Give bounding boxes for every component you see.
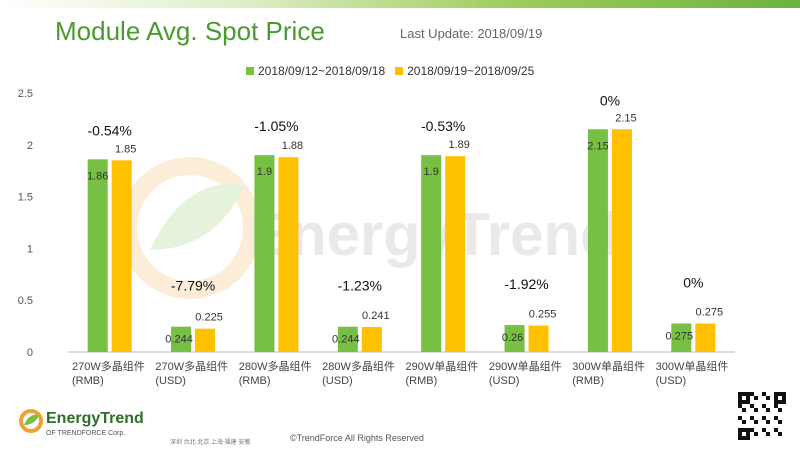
bar-series2: [528, 325, 549, 352]
x-tick-label: (USD): [322, 375, 353, 387]
data-label-series2: 2.15: [615, 112, 636, 124]
footer-cities: 深圳 台北 北京 上海 福建 安徽: [170, 440, 251, 446]
footer-logo-text: EnergyTrend: [46, 410, 144, 427]
legend-item-series2: 2018/09/19~2018/09/25: [395, 64, 534, 78]
x-tick-label: 280W多晶组件: [239, 359, 312, 373]
change-percent-label: -0.54%: [88, 122, 132, 138]
bar-series1: [87, 159, 108, 352]
change-percent-label: 0%: [683, 275, 703, 291]
top-accent-bar: [0, 0, 800, 8]
change-percent-label: 0%: [600, 92, 620, 108]
bar-series2: [695, 323, 716, 352]
data-label-series2: 0.255: [529, 309, 557, 321]
page-title: Module Avg. Spot Price: [55, 16, 325, 46]
x-tick-label: (USD): [656, 375, 687, 387]
y-tick-label: 2: [27, 140, 33, 152]
y-tick-label: 0: [27, 347, 33, 359]
qr-code-icon: [738, 392, 786, 440]
x-tick-label: (RMB): [406, 375, 438, 387]
footer-logo-subtitle: OF TRENDFORCE Corp.: [46, 430, 126, 437]
watermark: EnergyTrend: [119, 157, 617, 299]
data-label-series1: 0.244: [165, 334, 193, 346]
data-label-series1: 1.86: [87, 170, 108, 182]
bar-series2: [111, 160, 132, 352]
y-tick-label: 1: [27, 243, 33, 255]
x-tick-label: 270W多晶组件: [155, 359, 228, 373]
bar-series2: [361, 327, 382, 352]
y-tick-label: 2.5: [18, 88, 33, 100]
legend-label-series2: 2018/09/19~2018/09/25: [407, 64, 535, 78]
watermark-leaf-icon: [150, 183, 245, 250]
y-tick-label: 1.5: [18, 192, 33, 204]
bar-series1: [254, 155, 275, 352]
legend-swatch-series1: [246, 67, 254, 75]
data-label-series1: 0.275: [666, 331, 694, 343]
x-tick-label: 290W单晶组件: [406, 359, 479, 373]
x-tick-label: (USD): [155, 375, 186, 387]
data-label-series2: 1.88: [282, 140, 303, 152]
x-tick-label: 270W多晶组件: [72, 359, 145, 373]
data-label-series1: 1.9: [257, 166, 272, 178]
bars-group: [87, 129, 716, 352]
x-tick-label: (RMB): [572, 375, 604, 387]
bar-series2: [445, 156, 466, 352]
data-label-series2: 0.241: [362, 310, 390, 322]
bar-series1: [504, 325, 525, 352]
change-percent-label: -1.92%: [504, 276, 548, 292]
data-label-series1: 0.26: [502, 332, 523, 344]
data-label-series1: 2.15: [587, 140, 608, 152]
legend-swatch-series2: [395, 67, 404, 75]
change-percent-label: -0.53%: [421, 118, 465, 134]
x-tick-label: (RMB): [72, 375, 104, 387]
data-label-series2: 1.89: [448, 139, 469, 151]
energytrend-logo-icon: [19, 409, 43, 433]
labels-group: 1.861.85-0.54%270W多晶组件(RMB)0.2440.225-7.…: [72, 92, 728, 387]
change-percent-label: -7.79%: [171, 278, 215, 294]
bar-series2: [278, 157, 299, 352]
bar-series1: [587, 129, 608, 352]
chart-legend: 2018/09/12~2018/09/18 2018/09/19~2018/09…: [246, 64, 534, 78]
change-percent-label: -1.05%: [254, 118, 298, 134]
x-tick-label: (USD): [489, 375, 520, 387]
footer-copyright: ©TrendForce All Rights Reserved: [290, 433, 424, 443]
legend-label-series1: 2018/09/12~2018/09/18: [258, 64, 386, 78]
bar-series1: [171, 326, 192, 352]
bar-series1: [337, 326, 358, 352]
bar-series1: [421, 155, 442, 352]
x-tick-label: 280W多晶组件: [322, 359, 395, 373]
change-percent-label: -1.23%: [338, 278, 382, 294]
data-label-series2: 0.225: [195, 312, 223, 324]
bar-series2: [611, 129, 632, 352]
x-tick-label: 300W单晶组件: [656, 359, 729, 373]
bar-series1: [671, 323, 692, 352]
data-label-series2: 0.275: [696, 307, 724, 319]
data-label-series1: 0.244: [332, 334, 360, 346]
x-tick-label: 290W单晶组件: [489, 359, 562, 373]
x-tick-label: 300W单晶组件: [572, 359, 645, 373]
legend-item-series1: 2018/09/12~2018/09/18: [246, 64, 385, 78]
data-label-series1: 1.9: [424, 166, 439, 178]
bar-series2: [195, 328, 216, 352]
x-tick-label: (RMB): [239, 375, 271, 387]
y-tick-label: 0.5: [18, 295, 33, 307]
last-update-text: Last Update: 2018/09/19: [400, 26, 543, 41]
y-axis: 0 0.5 1 1.5 2 2.5: [18, 88, 33, 359]
data-label-series2: 1.85: [115, 143, 136, 155]
